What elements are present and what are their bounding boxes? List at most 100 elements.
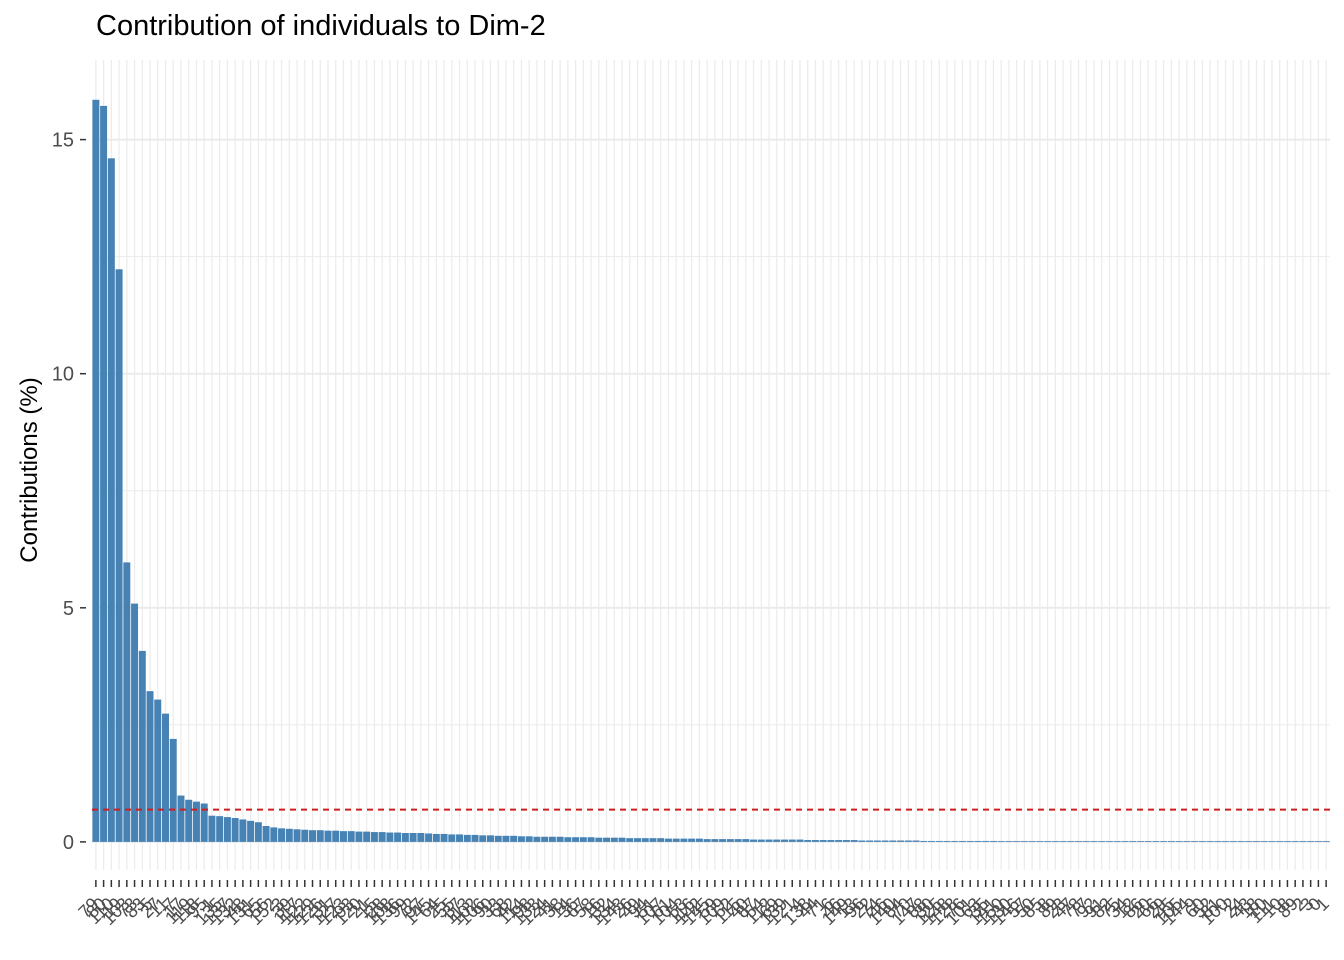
bar bbox=[463, 834, 471, 842]
bar bbox=[1237, 841, 1245, 842]
bar bbox=[688, 838, 696, 842]
bar bbox=[989, 840, 997, 842]
bar bbox=[216, 816, 224, 842]
bar bbox=[316, 830, 324, 842]
bar bbox=[579, 837, 587, 842]
bar bbox=[951, 840, 959, 842]
grid-lines bbox=[92, 60, 1330, 870]
bar bbox=[657, 838, 665, 842]
bars bbox=[92, 99, 1330, 842]
bar bbox=[804, 840, 812, 842]
bar bbox=[1152, 841, 1160, 842]
bar bbox=[943, 840, 951, 842]
bar bbox=[788, 839, 796, 842]
bar bbox=[278, 828, 286, 842]
bar bbox=[1136, 841, 1144, 842]
bar bbox=[672, 838, 680, 842]
bar bbox=[1276, 841, 1284, 842]
bar bbox=[703, 839, 711, 842]
bar bbox=[417, 833, 425, 842]
bar bbox=[835, 840, 843, 842]
bar bbox=[363, 831, 371, 842]
bar bbox=[912, 840, 920, 842]
bar bbox=[618, 837, 626, 842]
bar bbox=[525, 836, 533, 842]
bar bbox=[1160, 841, 1168, 842]
bar bbox=[425, 833, 433, 842]
bar bbox=[711, 839, 719, 842]
bar bbox=[904, 840, 912, 842]
bar bbox=[1090, 841, 1098, 842]
bar bbox=[502, 835, 510, 842]
bar bbox=[1051, 841, 1059, 842]
bar bbox=[456, 834, 464, 842]
bar bbox=[1299, 841, 1307, 842]
bar bbox=[966, 840, 974, 842]
bar bbox=[324, 830, 332, 842]
bar bbox=[293, 829, 301, 842]
bar bbox=[1198, 841, 1206, 842]
bar bbox=[765, 839, 773, 842]
bar bbox=[1121, 841, 1129, 842]
bar bbox=[479, 835, 487, 842]
bar bbox=[517, 836, 525, 842]
bar bbox=[1222, 841, 1230, 842]
bar bbox=[1214, 841, 1222, 842]
bar bbox=[192, 801, 200, 842]
bar bbox=[781, 839, 788, 842]
bar bbox=[750, 839, 758, 842]
bar bbox=[556, 836, 564, 842]
y-axis-label: Contributions (%) bbox=[16, 377, 43, 562]
bar bbox=[162, 713, 169, 842]
bar bbox=[1183, 841, 1191, 842]
bar bbox=[115, 269, 123, 842]
bar bbox=[858, 840, 866, 842]
x-axis: 7980110191037383527117171191189511351371… bbox=[74, 880, 1333, 929]
bar bbox=[866, 840, 874, 842]
bar bbox=[634, 838, 641, 842]
bar bbox=[1167, 841, 1175, 842]
bar bbox=[247, 820, 255, 842]
bar bbox=[757, 839, 765, 842]
bar bbox=[262, 825, 270, 842]
bar bbox=[664, 838, 672, 842]
bar bbox=[254, 822, 262, 842]
bar bbox=[177, 795, 185, 842]
bar bbox=[1175, 841, 1183, 842]
bar bbox=[595, 837, 603, 842]
bar bbox=[742, 839, 750, 842]
bar bbox=[394, 832, 402, 842]
y-tick-label: 0 bbox=[63, 832, 74, 854]
bar bbox=[231, 818, 239, 842]
bar bbox=[332, 830, 340, 842]
bar bbox=[1191, 841, 1199, 842]
bar bbox=[309, 830, 317, 842]
bar bbox=[719, 839, 727, 842]
bar bbox=[680, 838, 688, 842]
bar bbox=[486, 835, 494, 842]
bar bbox=[107, 158, 115, 842]
bar bbox=[1113, 841, 1121, 842]
bar bbox=[169, 738, 177, 842]
y-axis: 0 5 10 15 bbox=[52, 130, 86, 854]
bar bbox=[610, 837, 618, 842]
bar bbox=[1206, 841, 1214, 842]
bar bbox=[494, 835, 502, 842]
bar bbox=[355, 831, 363, 842]
bar bbox=[154, 699, 162, 842]
bar bbox=[641, 838, 649, 842]
bar bbox=[1245, 841, 1253, 842]
bar bbox=[223, 817, 231, 842]
bar bbox=[123, 562, 131, 842]
y-tick-label: 10 bbox=[52, 364, 74, 386]
bar bbox=[726, 839, 734, 842]
bar bbox=[92, 99, 100, 842]
bar bbox=[1129, 841, 1137, 842]
bar bbox=[533, 836, 541, 842]
bar bbox=[1044, 841, 1052, 842]
bar bbox=[386, 832, 394, 842]
bar bbox=[1075, 841, 1083, 842]
bar bbox=[1067, 841, 1075, 842]
chart-title: Contribution of individuals to Dim-2 bbox=[96, 10, 546, 42]
